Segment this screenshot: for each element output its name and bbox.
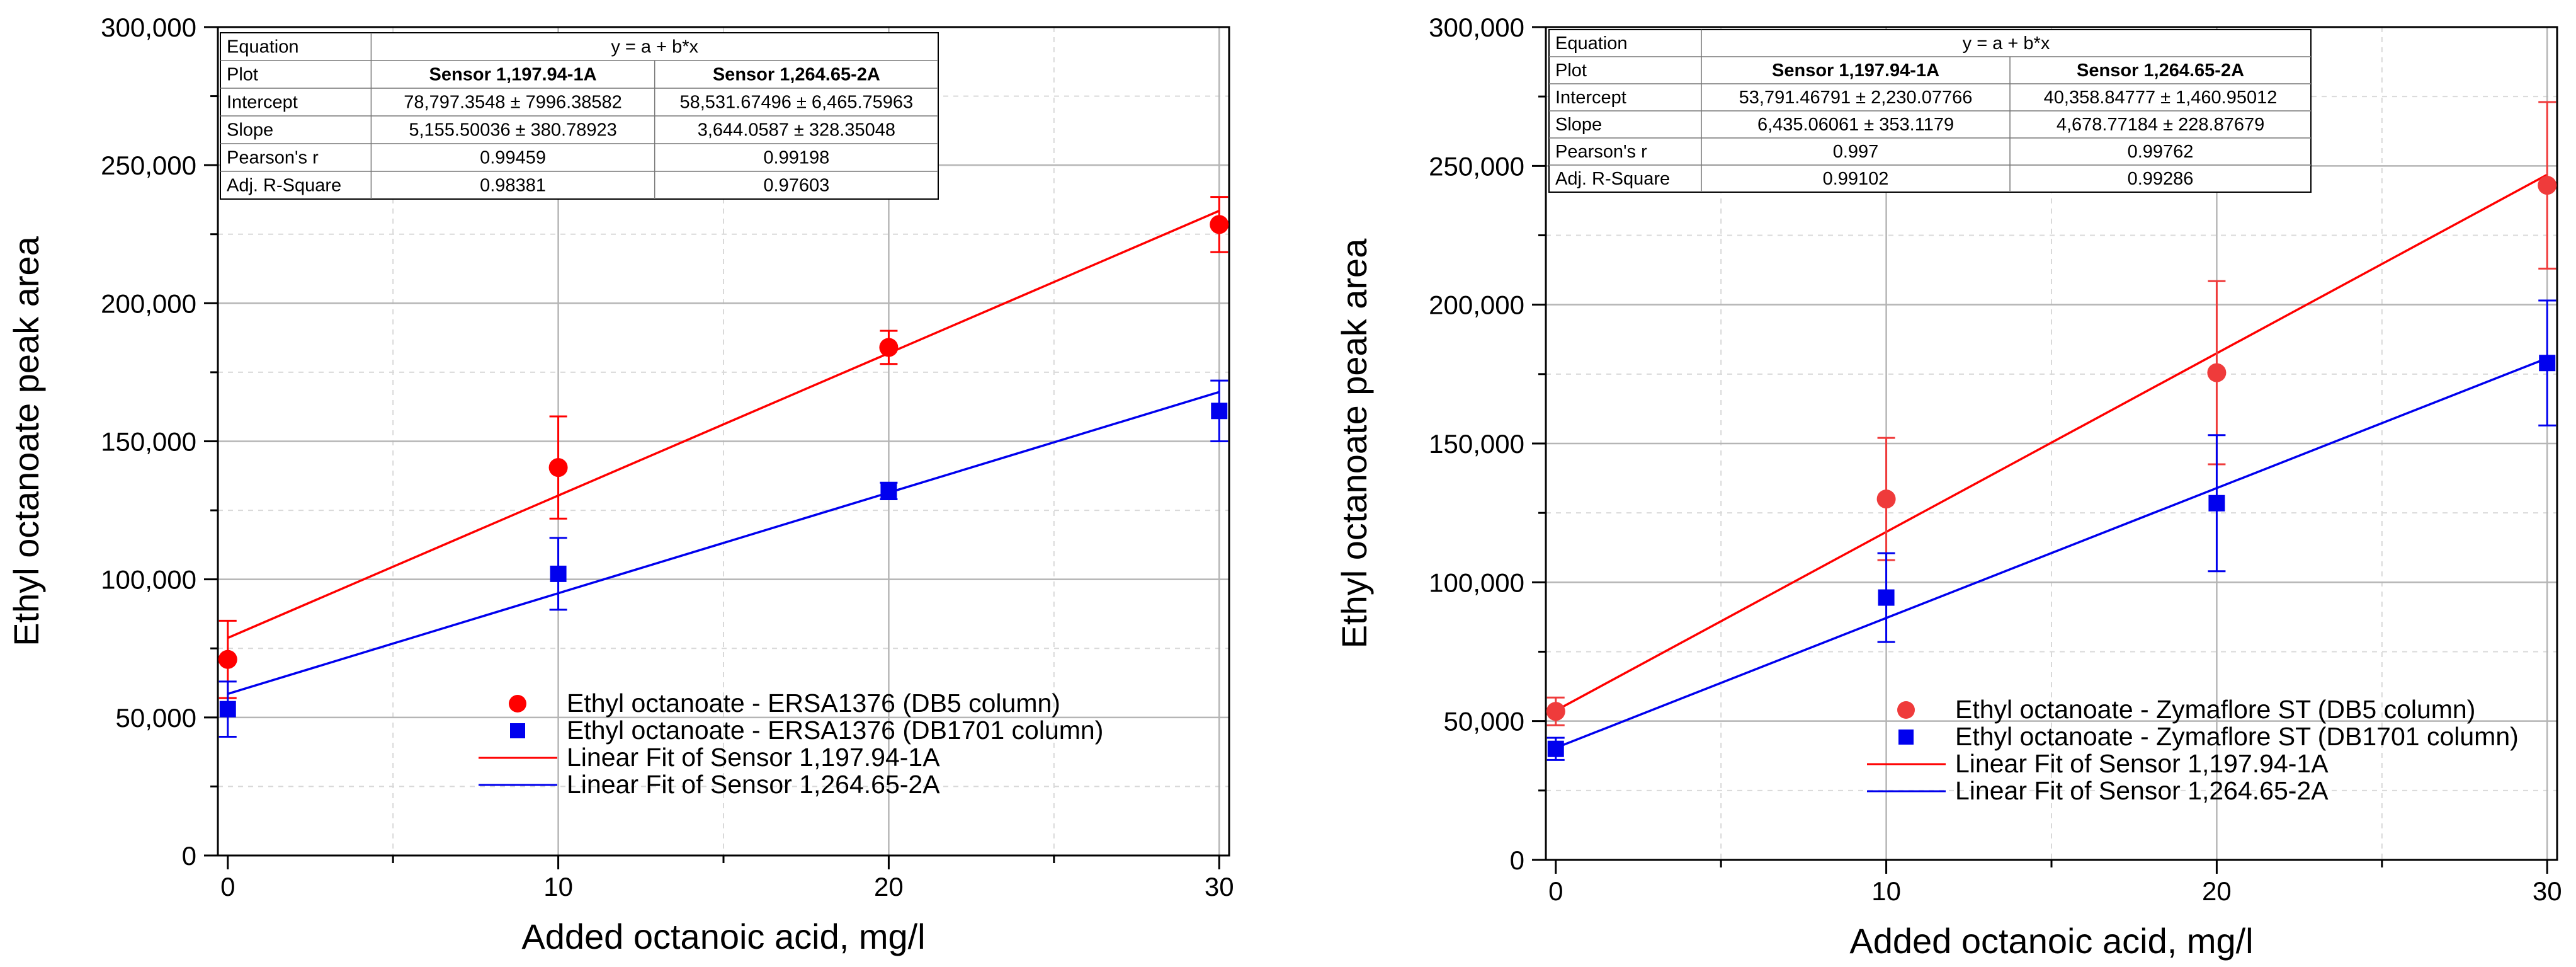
stats-table-row-label: Adj. R-Square <box>1555 169 1670 189</box>
x-tick-label: 0 <box>1548 876 1563 906</box>
chart-panel-1: 0 10 20 30 0 50,000 100,000 150,000 200,000 250,0… <box>6 13 1234 956</box>
y-tick-label: 50,000 <box>116 703 196 733</box>
stats-table-row-label: Slope <box>227 120 273 140</box>
stats-table-row-label: Pearson's r <box>227 148 319 168</box>
x-axis-label: Added octanoic acid, mg/l <box>1849 921 2253 961</box>
stats-table-cell: 5,155.50036 ± 380.78923 <box>409 120 616 140</box>
stats-table-cell: Sensor 1,264.65-2A <box>2077 60 2244 81</box>
legend-label: Linear Fit of Sensor 1,197.94-1A <box>1955 749 2329 778</box>
data-point-circle <box>218 649 237 669</box>
stats-table-cell: 0.99286 <box>2128 169 2194 189</box>
legend: Ethyl octanoate - Zymaflore ST (DB5 colu… <box>1867 695 2519 805</box>
stats-table-cell: 0.99198 <box>763 148 829 168</box>
stats-table-cell: 0.99102 <box>1823 169 1889 189</box>
stats-table-row-label: Intercept <box>227 93 298 113</box>
stats-table-cell: 78,797.3548 ± 7996.38582 <box>404 93 622 113</box>
chart-panel-2: 0 10 20 30 0 50,000 100,000 150,000 200,000 250,0… <box>1334 13 2562 961</box>
stats-table-cell: 4,678.77184 ± 228.87679 <box>2057 115 2264 135</box>
data-point-square <box>880 483 897 500</box>
y-tick-label: 100,000 <box>101 565 196 595</box>
x-axis-label: Added octanoic acid, mg/l <box>521 917 925 956</box>
stats-table-cell: 0.99762 <box>2128 142 2194 162</box>
stats-table-cell: 0.997 <box>1833 142 1879 162</box>
y-axis-label: Ethyl octanoate peak area <box>1334 238 1374 649</box>
stats-table-cell: 58,531.67496 ± 6,465.75963 <box>679 93 913 113</box>
data-point-circle <box>1546 702 1565 721</box>
y-tick-label: 100,000 <box>1429 568 1524 597</box>
legend-marker-circle <box>1897 701 1915 719</box>
data-point-square <box>1878 589 1895 606</box>
stats-table-equation: y = a + b*x <box>611 37 698 57</box>
y-tick-label: 250,000 <box>101 151 196 180</box>
legend-marker-square <box>1898 730 1914 745</box>
data-point-circle <box>879 338 899 357</box>
data-point-circle <box>548 458 568 478</box>
legend-marker-square <box>510 723 525 738</box>
stats-table-header: Equation <box>227 37 299 57</box>
legend-label: Linear Fit of Sensor 1,197.94-1A <box>567 743 940 772</box>
stats-table-cell: 0.97603 <box>763 176 829 196</box>
y-tick-label: 0 <box>182 841 196 871</box>
legend-label: Ethyl octanoate - ERSA1376 (DB1701 colum… <box>567 716 1103 745</box>
stats-table-row-label: Plot <box>227 65 258 85</box>
legend-marker-circle <box>509 695 526 712</box>
stats-table-cell: 6,435.06061 ± 353.1179 <box>1757 115 1954 135</box>
y-tick-label: 200,000 <box>101 289 196 318</box>
fit-line-1 <box>227 210 1220 639</box>
stats-table-cell: Sensor 1,197.94-1A <box>1772 60 1939 81</box>
x-tick-label: 20 <box>2202 876 2232 906</box>
legend-label: Linear Fit of Sensor 1,264.65-2A <box>1955 776 2329 805</box>
x-tick-label: 20 <box>874 872 904 901</box>
legend: Ethyl octanoate - ERSA1376 (DB5 column)E… <box>479 689 1103 799</box>
y-tick-label: 150,000 <box>1429 429 1524 459</box>
data-point-circle <box>1210 215 1229 234</box>
stats-table-cell: 53,791.46791 ± 2,230.07766 <box>1739 88 1973 108</box>
stats-table-cell: Sensor 1,197.94-1A <box>429 65 597 85</box>
y-tick-label: 250,000 <box>1429 151 1524 181</box>
data-point-square <box>1547 740 1564 757</box>
stats-table: Equation y = a + b*x Plot Sensor 1,197.94-1… <box>220 32 939 200</box>
data-point-circle <box>2207 363 2227 382</box>
x-tick-label: 10 <box>1871 876 1901 906</box>
stats-table-equation: y = a + b*x <box>1963 33 2050 54</box>
legend-label: Ethyl octanoate - ERSA1376 (DB5 column) <box>567 689 1060 718</box>
data-point-square <box>1211 403 1228 420</box>
data-point-circle <box>2538 176 2557 195</box>
y-tick-label: 300,000 <box>1429 13 1524 42</box>
data-point-square <box>219 701 236 718</box>
stats-table-row-label: Intercept <box>1555 88 1626 108</box>
x-tick-label: 30 <box>2533 876 2562 906</box>
y-tick-label: 200,000 <box>1429 290 1524 320</box>
data-point-square <box>2539 355 2556 372</box>
y-tick-label: 150,000 <box>101 427 196 457</box>
stats-table-cell: 40,358.84777 ± 1,460.95012 <box>2044 88 2278 108</box>
stats-table-row-label: Plot <box>1555 60 1587 81</box>
data-point-square <box>550 565 567 582</box>
stats-table-cell: 0.98381 <box>480 176 546 196</box>
legend-label: Linear Fit of Sensor 1,264.65-2A <box>567 770 940 799</box>
fit-line-1 <box>1555 173 2548 712</box>
stats-table: Equation y = a + b*x Plot Sensor 1,197.94-1… <box>1548 29 2312 193</box>
y-tick-label: 300,000 <box>101 13 196 42</box>
stats-table-cell: 3,644.0587 ± 328.35048 <box>698 120 895 140</box>
data-point-circle <box>1876 489 1896 509</box>
x-tick-label: 0 <box>220 872 235 901</box>
y-tick-label: 50,000 <box>1444 707 1524 736</box>
y-axis-label: Ethyl octanoate peak area <box>6 236 46 646</box>
stats-table-row-label: Pearson's r <box>1555 142 1647 162</box>
x-tick-label: 10 <box>543 872 573 901</box>
stats-table-cell: 0.99459 <box>480 148 546 168</box>
y-tick-label: 0 <box>1510 845 1524 875</box>
stats-table-row-label: Slope <box>1555 115 1602 135</box>
stats-table-header: Equation <box>1555 33 1628 54</box>
fit-line-2 <box>227 391 1220 695</box>
x-tick-label: 30 <box>1205 872 1234 901</box>
stats-table-row-label: Adj. R-Square <box>227 176 341 196</box>
legend-label: Ethyl octanoate - Zymaflore ST (DB1701 c… <box>1955 722 2519 751</box>
legend-label: Ethyl octanoate - Zymaflore ST (DB5 colu… <box>1955 695 2475 724</box>
fit-line-2 <box>1555 357 2548 749</box>
stats-table-cell: Sensor 1,264.65-2A <box>713 65 880 85</box>
data-point-square <box>2208 495 2225 512</box>
